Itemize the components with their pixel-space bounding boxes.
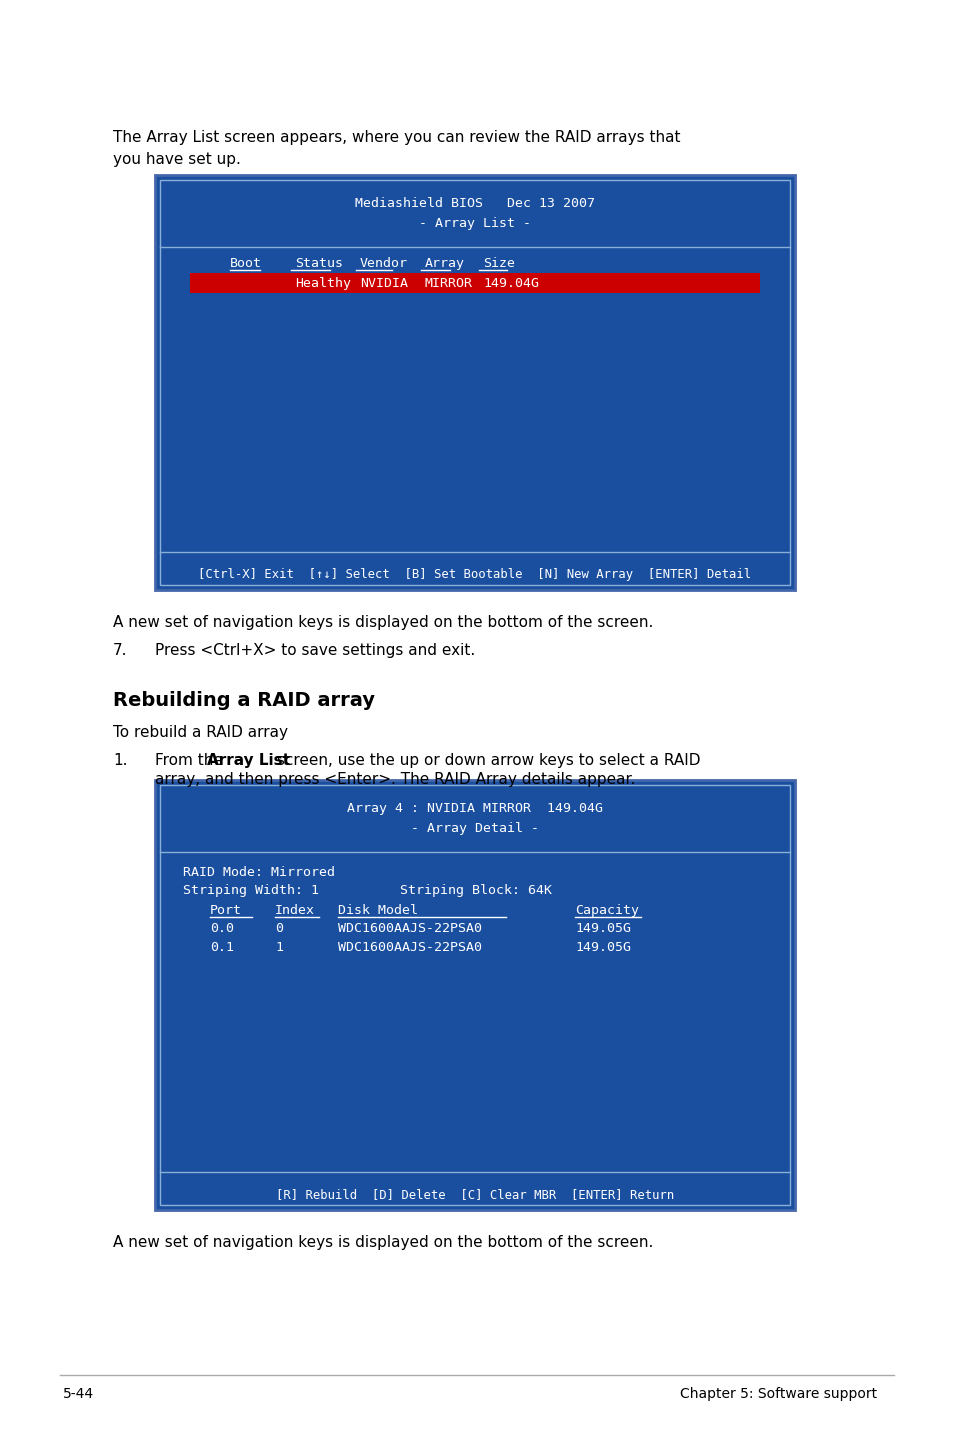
Text: To rebuild a RAID array: To rebuild a RAID array [112,725,288,741]
Text: Boot: Boot [230,257,262,270]
Text: RAID Mode: Mirrored: RAID Mode: Mirrored [183,866,335,879]
Text: 1.: 1. [112,754,128,768]
Text: [R] Rebuild  [D] Delete  [C] Clear MBR  [ENTER] Return: [R] Rebuild [D] Delete [C] Clear MBR [EN… [275,1188,674,1201]
Text: 149.05G: 149.05G [575,922,630,935]
Text: - Array List -: - Array List - [418,217,531,230]
Text: 5-44: 5-44 [63,1388,94,1401]
Text: Array: Array [424,257,464,270]
Bar [160,785,789,1205]
Text: From the: From the [154,754,228,768]
Text: Port: Port [210,905,242,917]
Text: Press <Ctrl+X> to save settings and exit.: Press <Ctrl+X> to save settings and exit… [154,643,475,659]
Text: Vendor: Vendor [359,257,408,270]
Text: 149.04G: 149.04G [482,278,538,290]
Text: Striping Block: 64K: Striping Block: 64K [399,884,552,897]
Text: Status: Status [294,257,343,270]
Text: array, and then press <Enter>. The RAID Array details appear.: array, and then press <Enter>. The RAID … [154,772,635,787]
Text: A new set of navigation keys is displayed on the bottom of the screen.: A new set of navigation keys is displaye… [112,615,653,630]
Text: Mediashield BIOS   Dec 13 2007: Mediashield BIOS Dec 13 2007 [355,197,595,210]
Text: 0.1: 0.1 [210,940,233,953]
Text: Array 4 : NVIDIA MIRROR  149.04G: Array 4 : NVIDIA MIRROR 149.04G [347,802,602,815]
Text: WDC1600AAJS-22PSA0: WDC1600AAJS-22PSA0 [337,940,481,953]
Text: The Array List screen appears, where you can review the RAID arrays that: The Array List screen appears, where you… [112,129,679,145]
Text: [Ctrl-X] Exit  [↑↓] Select  [B] Set Bootable  [N] New Array  [ENTER] Detail: [Ctrl-X] Exit [↑↓] Select [B] Set Bootab… [198,568,751,581]
Text: 149.05G: 149.05G [575,940,630,953]
Text: Index: Index [274,905,314,917]
Text: Capacity: Capacity [575,905,639,917]
Bar [160,180,789,585]
Bar [154,175,794,590]
Text: 0: 0 [274,922,283,935]
Bar [154,779,794,1209]
Bar [190,273,760,293]
Text: 7.: 7. [112,643,128,659]
Text: 1: 1 [274,940,283,953]
Text: Disk Model: Disk Model [337,905,417,917]
Text: Array List: Array List [207,754,290,768]
Text: Striping Width: 1: Striping Width: 1 [183,884,318,897]
Text: 0.0: 0.0 [210,922,233,935]
Text: MIRROR: MIRROR [424,278,473,290]
Text: A new set of navigation keys is displayed on the bottom of the screen.: A new set of navigation keys is displaye… [112,1235,653,1250]
Text: you have set up.: you have set up. [112,152,240,167]
Text: Healthy: Healthy [294,278,351,290]
Text: screen, use the up or down arrow keys to select a RAID: screen, use the up or down arrow keys to… [272,754,700,768]
Text: Size: Size [482,257,515,270]
Text: Chapter 5: Software support: Chapter 5: Software support [679,1388,876,1401]
Text: - Array Detail -: - Array Detail - [411,823,538,835]
Text: WDC1600AAJS-22PSA0: WDC1600AAJS-22PSA0 [337,922,481,935]
Text: NVIDIA: NVIDIA [359,278,408,290]
Text: Rebuilding a RAID array: Rebuilding a RAID array [112,692,375,710]
